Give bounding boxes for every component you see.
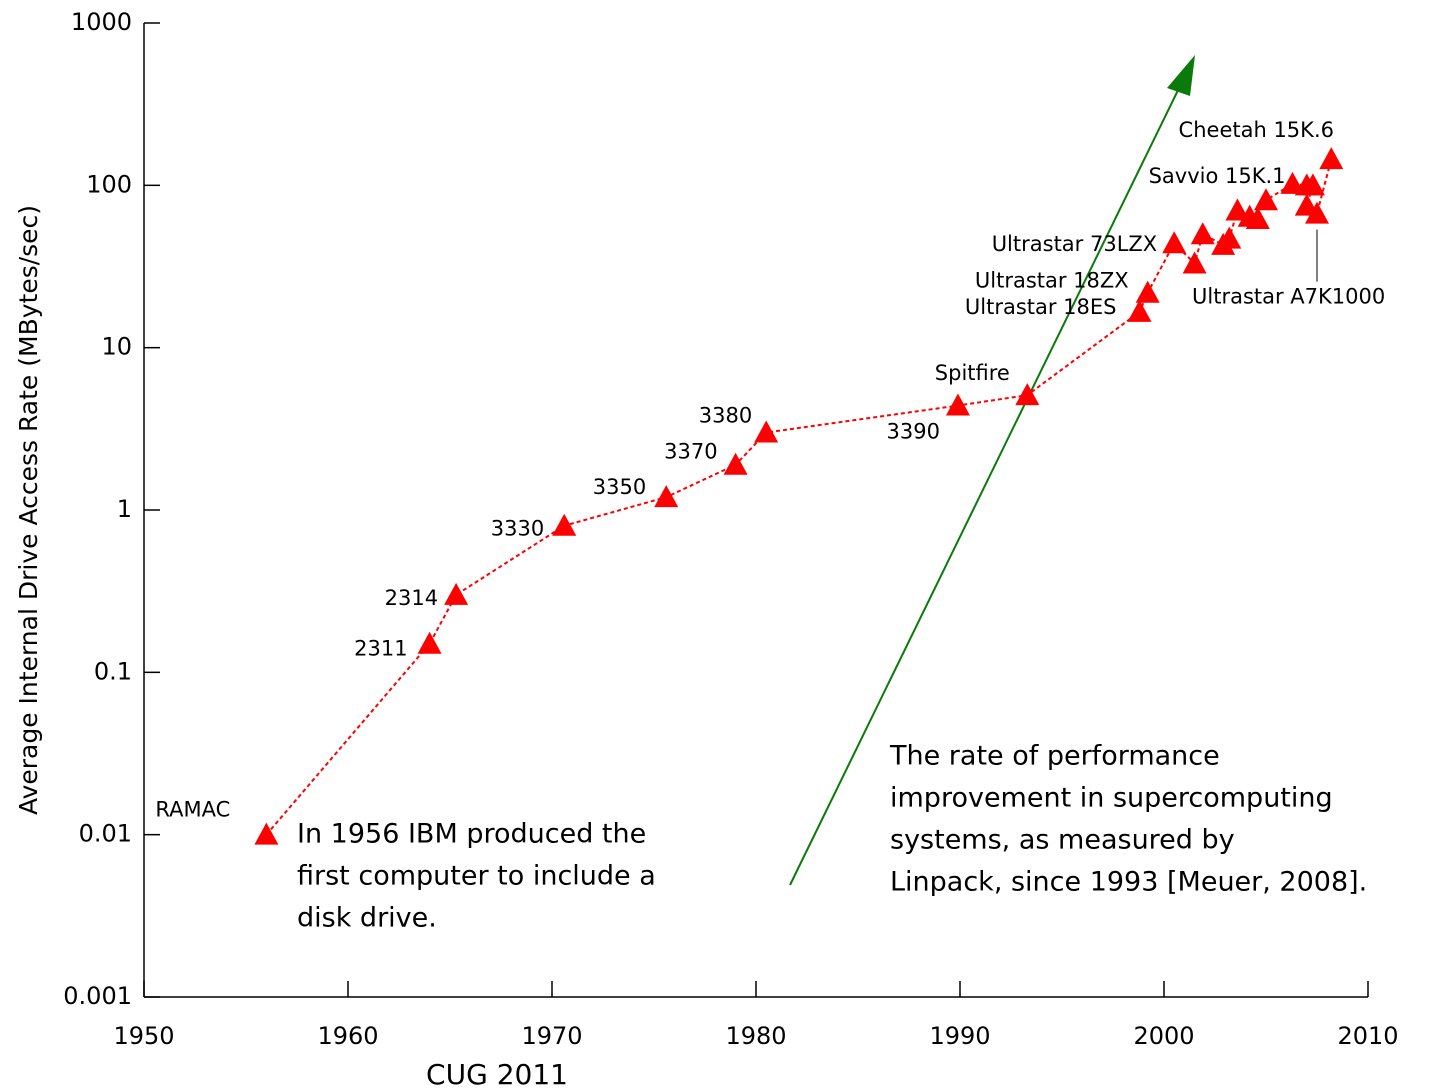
point	[1319, 147, 1344, 170]
trend-arrow	[789, 55, 1195, 886]
point-label: 2311	[354, 637, 407, 661]
x-tick-label: 1970	[521, 1022, 582, 1050]
point-label: 3350	[593, 475, 646, 499]
point	[417, 631, 442, 654]
point	[1305, 201, 1329, 224]
x-tick-label: 1980	[725, 1022, 786, 1050]
point-label: Ultrastar 73LZX	[992, 232, 1158, 256]
point-label: Ultrastar 18ZX	[975, 269, 1129, 293]
y-tick-label: 1000	[71, 8, 132, 36]
point	[1182, 251, 1207, 274]
x-tick-label: 2010	[1337, 1022, 1398, 1050]
annotation: In 1956 IBM produced the	[297, 819, 646, 850]
y-tick-label: 1	[117, 495, 132, 523]
point	[723, 452, 748, 475]
point	[1245, 207, 1270, 230]
footer: CUG 2011	[426, 1058, 568, 1091]
arrow-shaft	[789, 81, 1183, 886]
point	[1280, 171, 1305, 194]
y-tick-label: 0.001	[63, 982, 132, 1010]
annotation: improvement in supercomputing	[890, 783, 1333, 814]
arrow-head	[1167, 55, 1195, 96]
x-tick-label: 1990	[929, 1022, 990, 1050]
point-label: 3370	[664, 440, 717, 464]
trend-line	[265, 158, 1333, 836]
y-tick-label: 0.1	[94, 657, 132, 685]
annotation: systems, as measured by	[890, 825, 1235, 856]
point	[754, 420, 779, 443]
point	[1127, 299, 1152, 322]
point	[654, 485, 679, 508]
point-label: RAMAC	[155, 798, 230, 822]
point	[1300, 173, 1325, 196]
point-label: Spitfire	[935, 361, 1010, 385]
point	[444, 582, 469, 605]
annotation: disk drive.	[297, 903, 437, 934]
annotation: The rate of performance	[889, 741, 1220, 772]
point	[1225, 198, 1250, 221]
point-label: Cheetah 15K.6	[1179, 118, 1334, 142]
y-tick-label: 10	[101, 333, 132, 361]
point-label: Savvio 15K.1	[1149, 164, 1286, 188]
point	[254, 822, 279, 845]
x-tick-label: 1950	[113, 1022, 174, 1050]
point-label: 3390	[887, 420, 940, 444]
y-tick-label: 0.01	[79, 820, 132, 848]
point	[1135, 280, 1160, 303]
point	[1162, 231, 1187, 254]
point	[552, 513, 577, 536]
y-tick-label: 100	[86, 170, 132, 198]
annotation: Linpack, since 1993 [Meuer, 2008].	[890, 867, 1367, 898]
annotation: first computer to include a	[297, 861, 656, 892]
x-tick-label: 2000	[1133, 1022, 1194, 1050]
point	[1190, 222, 1215, 245]
point	[1015, 383, 1040, 406]
point-label: 3380	[699, 404, 752, 428]
point-label: Ultrastar 18ES	[965, 295, 1117, 319]
point-label: 3330	[491, 517, 544, 541]
point	[945, 393, 970, 416]
y-axis-label: Average Internal Drive Access Rate (MByt…	[14, 205, 43, 815]
point-label: 2314	[385, 586, 438, 610]
x-tick-label: 1960	[317, 1022, 378, 1050]
point	[1254, 188, 1278, 211]
point-label: Ultrastar A7K1000	[1192, 285, 1385, 309]
point	[1217, 226, 1242, 249]
